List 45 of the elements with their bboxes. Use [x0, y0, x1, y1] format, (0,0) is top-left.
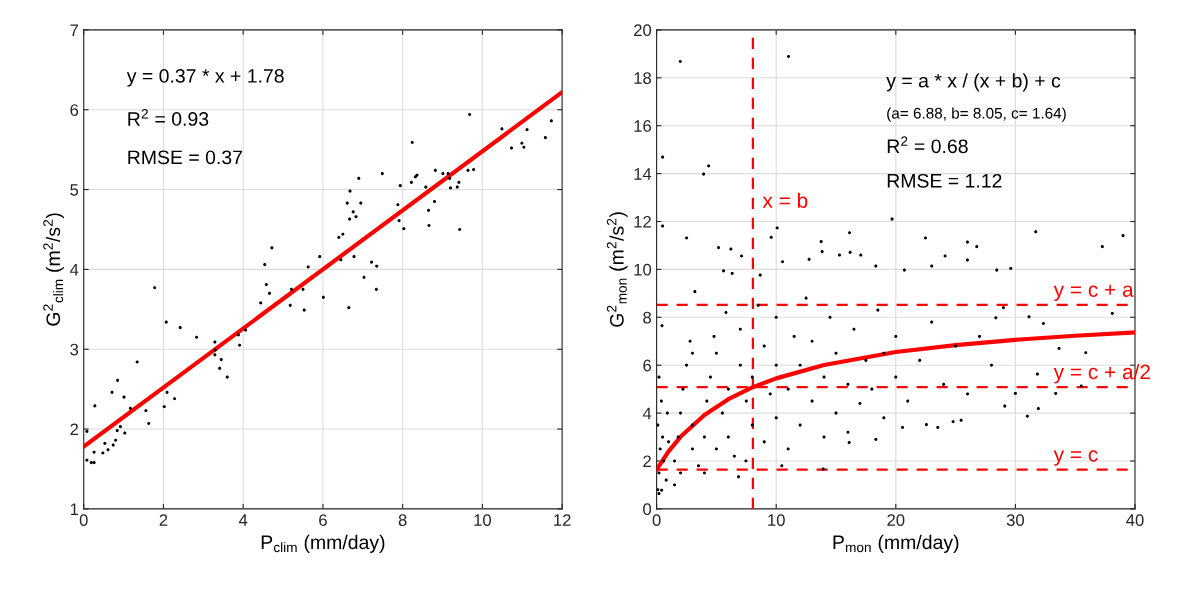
- y-tick-label: 3: [70, 343, 79, 356]
- y-tick-label: 20: [634, 24, 652, 37]
- x-tick-label: 12: [554, 514, 571, 526]
- x-tick-label: 6: [319, 514, 327, 526]
- y-tick-label: 10: [634, 263, 652, 276]
- y-tick-label: 14: [634, 168, 652, 180]
- y-tick-label: 6: [643, 359, 652, 372]
- y-tick-label: 18: [634, 72, 652, 84]
- x-tick-label: 0: [79, 514, 88, 526]
- annotation: y = 0.37 * x + 1.78: [126, 69, 284, 87]
- annotation: RMSE = 1.12: [887, 173, 1002, 188]
- y-tick-label: 7: [70, 24, 79, 36]
- x-axis-title: P$_{mon}$ (mm/day): [833, 534, 959, 553]
- x-tick-label: 10: [768, 514, 785, 526]
- x-tick-label: 20: [887, 514, 905, 526]
- y-axis-title: G$^{2}$$_{clim}$ (m$^{2}$/s$^{2}$): [43, 213, 64, 326]
- x-tick-label: 0: [652, 514, 661, 526]
- y-tick-label: 4: [69, 263, 79, 276]
- y-tick-label: 4: [642, 407, 652, 420]
- y-tick-label: 2: [70, 423, 79, 436]
- annotation: R$^{2}$ = 0.93: [128, 108, 209, 126]
- ref-line-label: x = b: [762, 192, 808, 208]
- x-tick-label: 2: [159, 514, 168, 526]
- y-tick-label: 0: [643, 503, 652, 516]
- x-axis-title: P$_{clim}$ (mm/day): [261, 534, 385, 553]
- ref-line-label: y = c + a/2: [1053, 363, 1150, 384]
- y-tick-label: 12: [634, 215, 651, 228]
- x-tick-label: 4: [238, 514, 248, 526]
- ref-line-label: y = c: [1053, 450, 1098, 466]
- ref-line-label: y = c + a: [1053, 284, 1134, 302]
- y-tick-label: 1: [70, 503, 79, 515]
- y-tick-label: 6: [70, 104, 79, 116]
- x-tick-label: 30: [1006, 514, 1025, 526]
- x-tick-label: 8: [398, 514, 407, 526]
- annotation: y = a * x / (x + b) + c: [886, 73, 1061, 92]
- y-tick-label: 16: [634, 120, 652, 132]
- annotation: RMSE = 0.37: [128, 150, 242, 165]
- y-tick-label: 5: [70, 184, 79, 196]
- x-tick-label: 10: [474, 514, 491, 526]
- x-tick-label: 40: [1126, 514, 1144, 526]
- annotation: (a= 6.88, b= 8.05, c= 1.64): [887, 107, 1066, 122]
- y-tick-label: 8: [643, 311, 652, 324]
- y-tick-label: 2: [643, 455, 651, 468]
- y-axis-title: G$^{2}$$_{mon}$ (m$^{2}$/s$^{2}$): [606, 212, 628, 327]
- annotation: R$^{2}$ = 0.68: [887, 136, 968, 154]
